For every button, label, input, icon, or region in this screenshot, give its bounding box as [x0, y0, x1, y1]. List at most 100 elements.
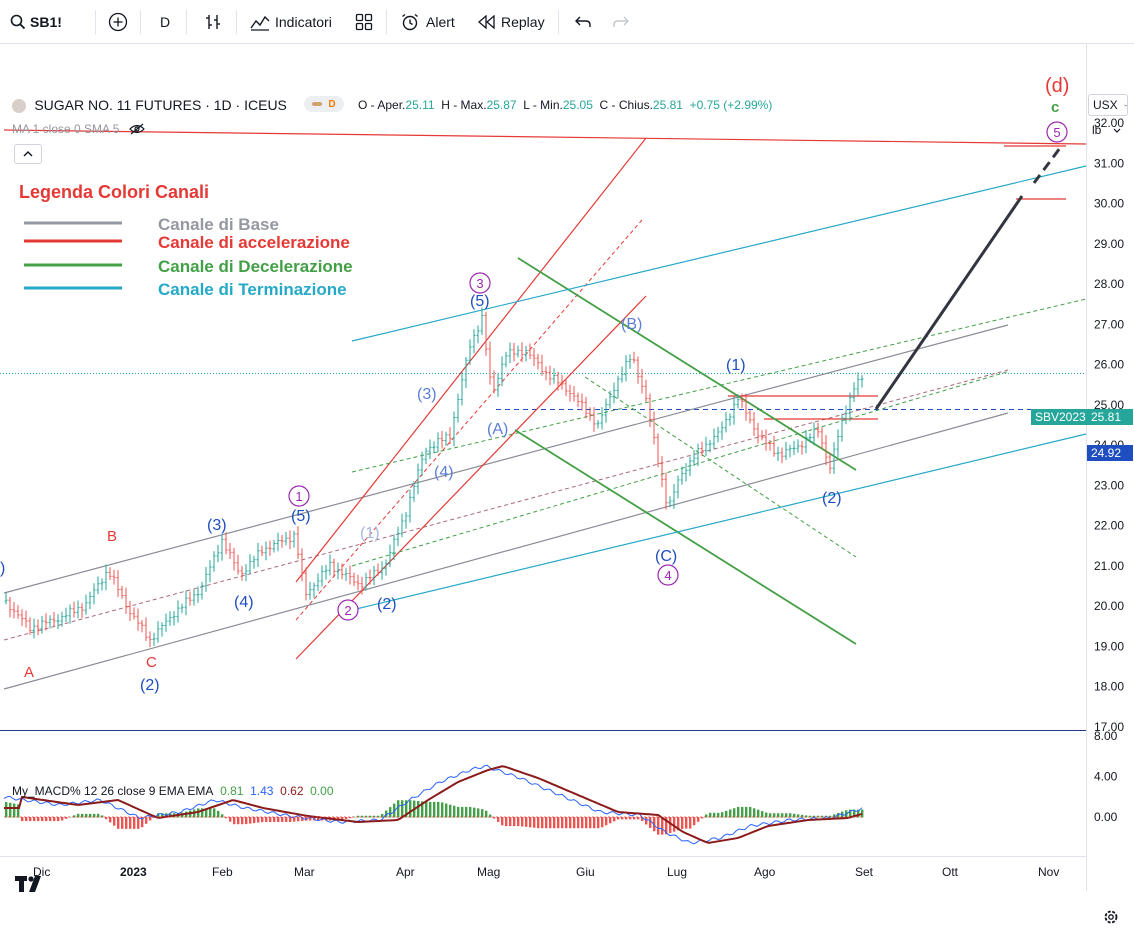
- macd-histogram-bar: [77, 813, 80, 818]
- macd-histogram-bar: [129, 817, 132, 829]
- macd-histogram-bar: [701, 817, 704, 819]
- macd-histogram-bar: [725, 810, 728, 818]
- time-tick-label: Apr: [396, 865, 415, 879]
- wave-edge-label: ): [0, 560, 5, 577]
- macd-histogram-bar: [781, 813, 784, 818]
- macd-histogram-bar: [613, 817, 616, 822]
- macd-histogram-bar: [661, 817, 664, 835]
- macd-histogram-bar: [477, 808, 480, 818]
- macd-histogram-bar: [145, 817, 148, 824]
- macd-histogram-bar: [621, 817, 624, 820]
- wave-4-blue: (4): [234, 594, 254, 611]
- price-tick-label: 31.00: [1094, 156, 1124, 170]
- currency-selector[interactable]: USX: [1088, 94, 1128, 116]
- market-status-badge[interactable]: D: [304, 96, 344, 112]
- base-channel-upper: [3, 324, 1009, 594]
- macd-histogram-bar: [9, 802, 12, 818]
- currency-label: USX: [1093, 98, 1118, 112]
- macd-histogram-bar: [741, 806, 744, 818]
- chart-canvas[interactable]: ) A B C (2) (3) (4) (5) (1) (2) (3) (4) …: [0, 44, 1134, 891]
- time-tick-label: 2023: [120, 865, 147, 879]
- macd-histogram-bar: [401, 800, 404, 818]
- macd-histogram-bar: [541, 817, 544, 829]
- wave-labels: ) A B C (2) (3) (4) (5) (1) (2) (3) (4) …: [0, 75, 1069, 694]
- unit-selector[interactable]: lb: [1088, 120, 1126, 140]
- replay-button[interactable]: Replay: [478, 0, 545, 43]
- price-tick-label: 21.00: [1094, 559, 1124, 573]
- wave-A-red: A: [24, 664, 34, 681]
- macd-histogram-bar: [265, 817, 268, 822]
- macd-histogram-bar: [261, 817, 264, 823]
- time-tick-label: Dic: [33, 865, 50, 879]
- macd-histogram-bar: [409, 800, 412, 818]
- macd-histogram-bar: [377, 815, 380, 818]
- price-tick-label: 20.00: [1094, 599, 1124, 613]
- macd-histogram-bar: [101, 815, 104, 818]
- macd-histogram-bar: [309, 817, 312, 821]
- symbol-search-button[interactable]: SB1!: [10, 0, 62, 43]
- wave-circle-3: 3: [476, 276, 483, 291]
- macd-histogram-bar: [657, 817, 660, 835]
- macd-histogram-bar: [121, 817, 124, 829]
- macd-histogram-bar: [257, 817, 260, 823]
- indicators-icon: [250, 15, 270, 31]
- time-tick-label: Mag: [477, 865, 500, 879]
- compare-add-button[interactable]: [108, 0, 128, 43]
- macd-histogram-bar: [5, 802, 8, 818]
- low-label: L: [523, 98, 530, 112]
- eye-crossed-icon[interactable]: [128, 123, 145, 135]
- macd-histogram-bar: [85, 813, 88, 818]
- macd-histogram-bar: [833, 814, 836, 818]
- macd-histogram-bar: [285, 817, 288, 822]
- macd-histogram-bar: [681, 817, 684, 829]
- time-axis[interactable]: Dic 2023 Feb Mar Apr Mag Giu Lug Ago Set Ott Nov: [33, 865, 1059, 879]
- macd-histogram-bar: [213, 808, 216, 818]
- macd-histogram-bar: [93, 813, 96, 818]
- macd-histogram-bar: [773, 813, 776, 818]
- chart-area[interactable]: ) A B C (2) (3) (4) (5) (1) (2) (3) (4) …: [0, 44, 1134, 924]
- macd-histogram-bar: [585, 817, 588, 829]
- price-tick-label: 22.00: [1094, 519, 1124, 533]
- chart-settings-button[interactable]: [1103, 909, 1119, 930]
- macd-histogram-bar: [389, 807, 392, 818]
- macd-histogram-bar: [753, 808, 756, 818]
- channel-legend-item-base: Canale di Base: [158, 215, 279, 234]
- macd-histogram-bar: [765, 812, 768, 818]
- macd-histogram-bar: [809, 815, 812, 818]
- wave-1-new: (1): [726, 357, 746, 374]
- macd-histogram-bar: [581, 817, 584, 829]
- toolbar-divider: [186, 10, 187, 34]
- macd-histogram-bar: [813, 815, 816, 818]
- price-tick-label: 18.00: [1094, 680, 1124, 694]
- macd-histogram-bar: [217, 810, 220, 818]
- alert-button[interactable]: Alert: [400, 0, 455, 43]
- wave-3-lightblue: (3): [417, 386, 437, 403]
- macd-histogram-bar: [293, 817, 296, 822]
- macd-histogram-bar: [529, 817, 532, 828]
- redo-button[interactable]: [612, 0, 630, 43]
- macd-histogram-bar: [829, 815, 832, 818]
- macd-histogram-bar: [65, 817, 68, 819]
- macd-histogram-bar: [561, 817, 564, 829]
- macd-histogram-bar: [713, 812, 716, 818]
- indicators-button[interactable]: Indicatori: [250, 0, 332, 43]
- macd-histogram-bar: [73, 815, 76, 818]
- macd-histogram-bar: [729, 809, 732, 818]
- templates-button[interactable]: [355, 0, 373, 43]
- macd-histogram-bar: [289, 817, 292, 822]
- macd-histogram-bar: [513, 817, 516, 827]
- undo-button[interactable]: [574, 0, 592, 43]
- interval-button[interactable]: D: [160, 0, 170, 43]
- macd-axis: 8.00 4.00 0.00: [1094, 729, 1118, 824]
- time-tick-label: Ott: [942, 865, 959, 879]
- wave-1-lightblue: (1): [360, 525, 380, 542]
- chart-type-button[interactable]: [204, 0, 222, 43]
- macd-histogram-bar: [277, 817, 280, 822]
- macd-histogram-bar: [405, 800, 408, 818]
- ma-legend[interactable]: MA 1 close 0 SMA 5: [12, 122, 145, 136]
- price-tick-label: 19.00: [1094, 639, 1124, 653]
- macd-histogram-bar: [433, 801, 436, 818]
- collapse-legend-button[interactable]: [14, 144, 42, 164]
- macd-histogram-bar: [429, 801, 432, 818]
- channel-legend-item-decel: Canale di Decelerazione: [158, 257, 353, 276]
